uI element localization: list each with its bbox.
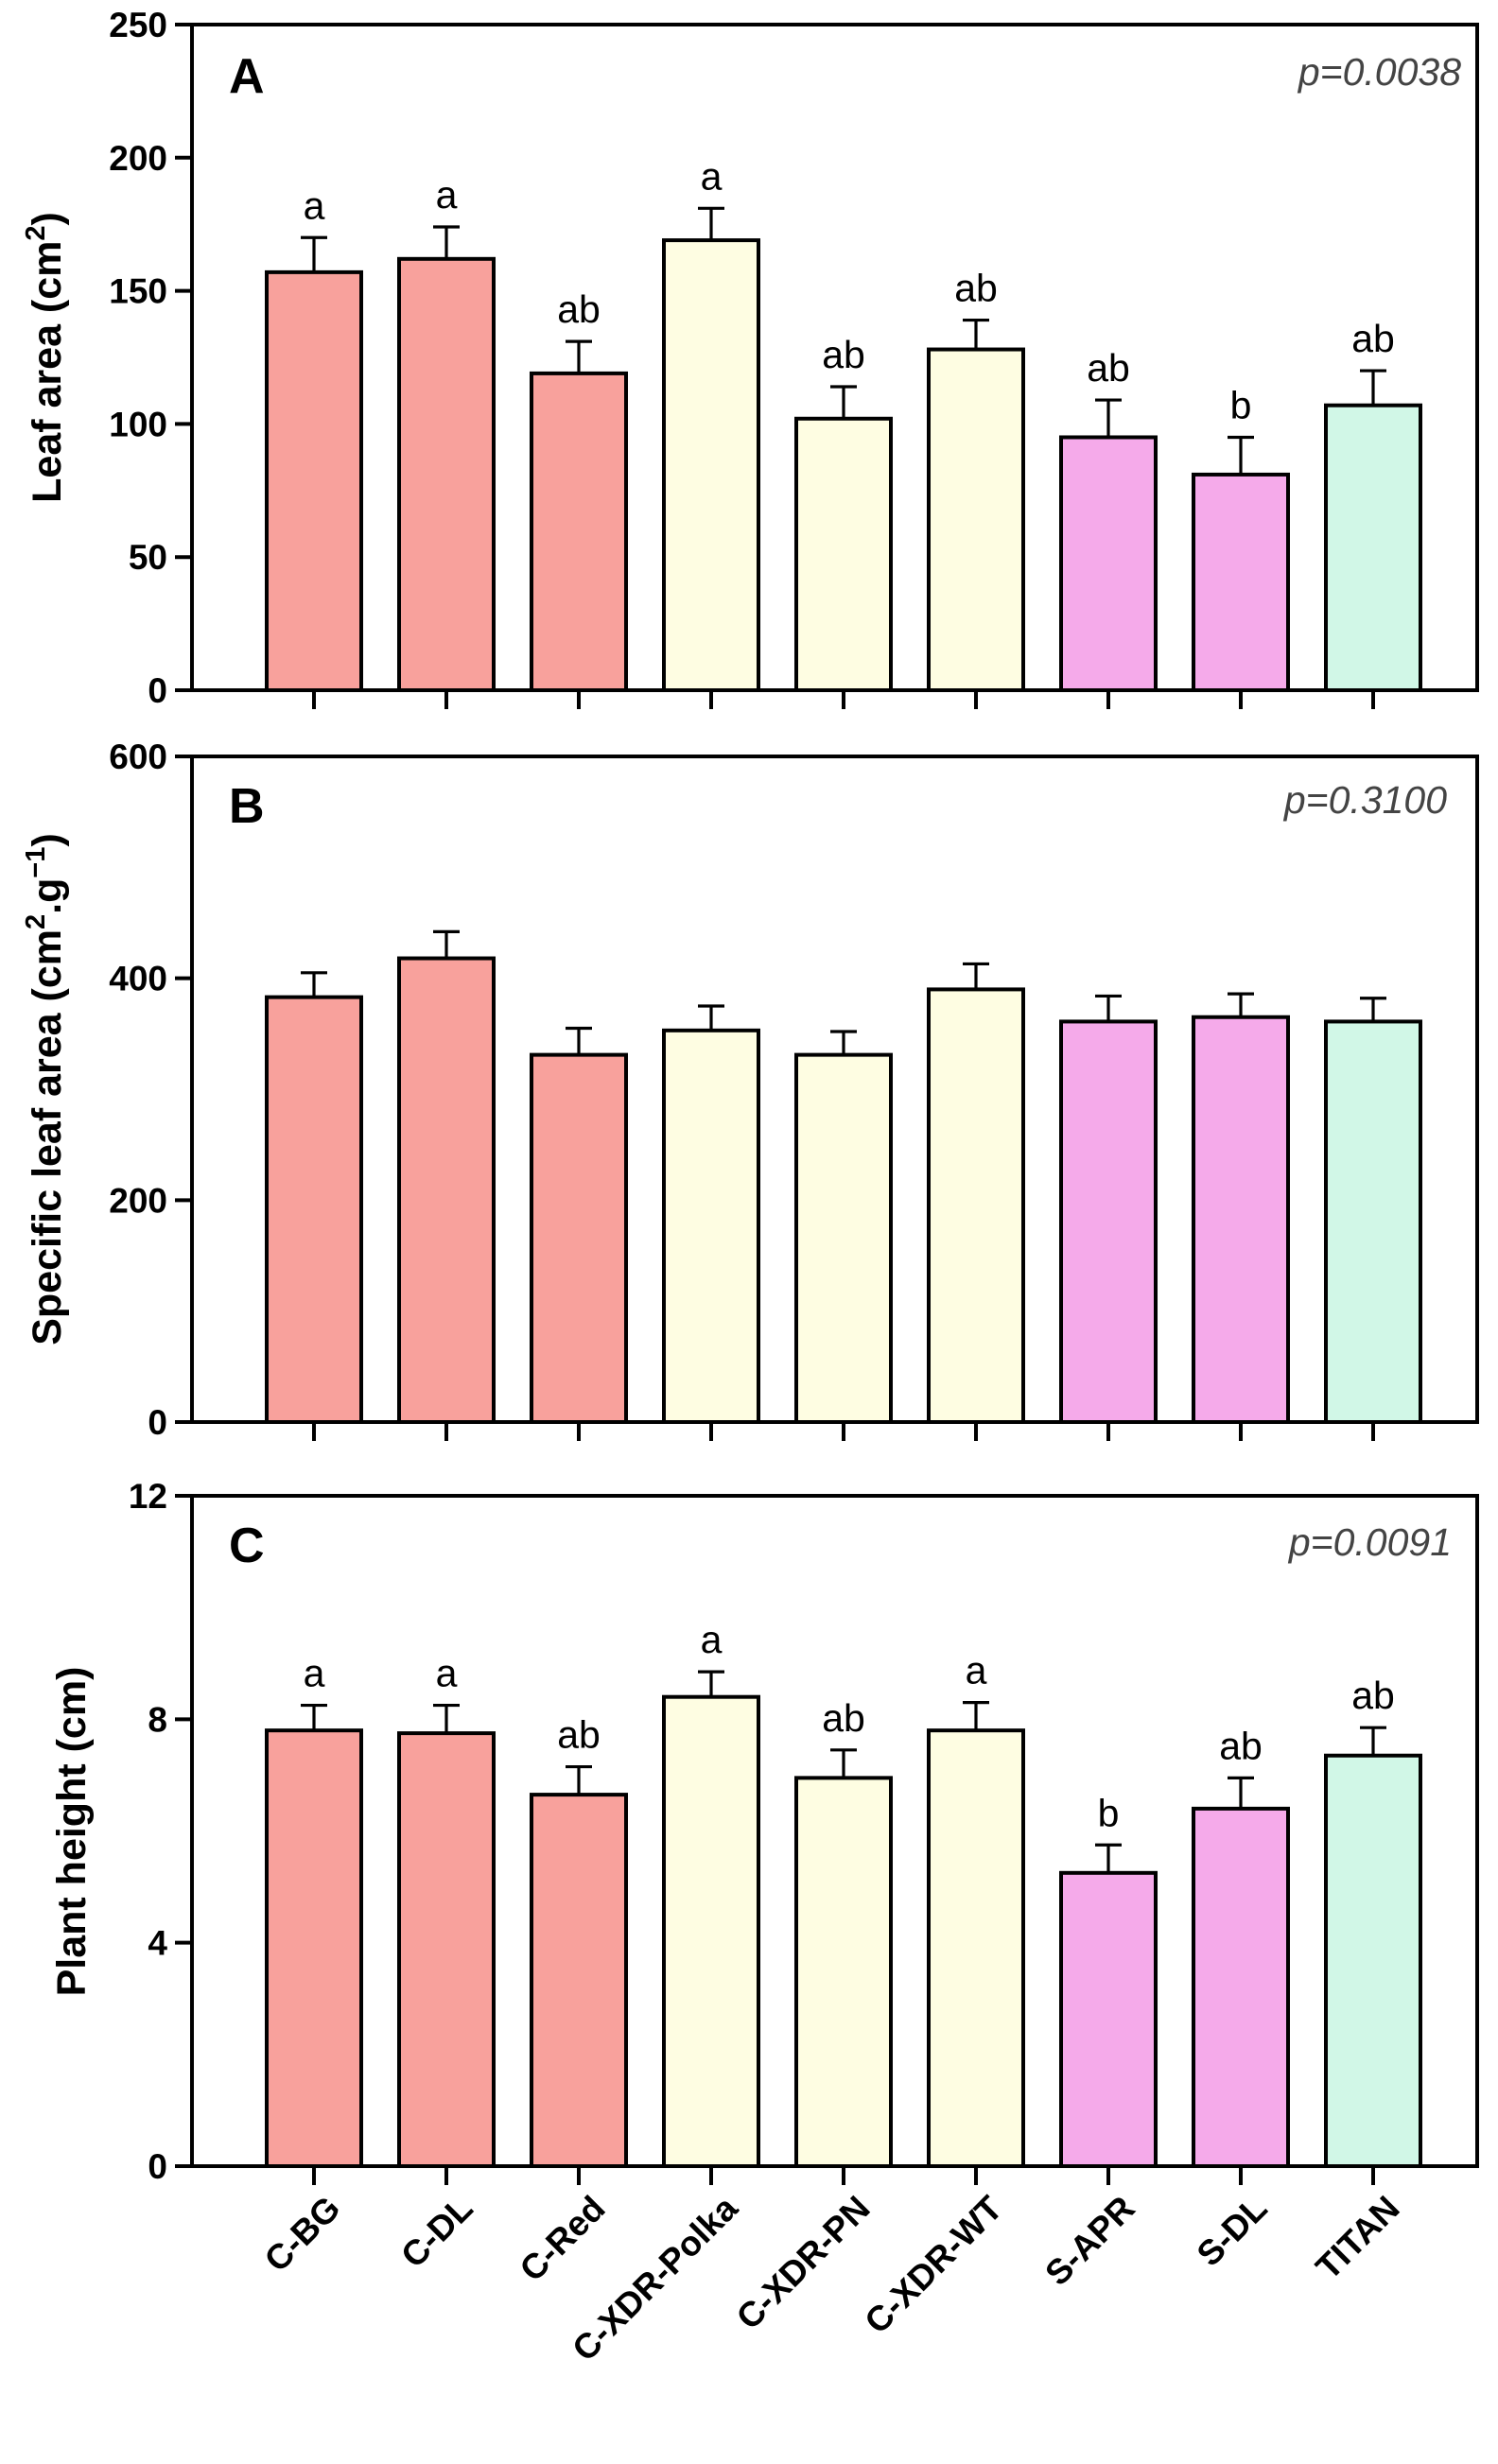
panel-c-significance-letter: ab [557, 1713, 601, 1757]
panel-b-y-axis-label-sup: 2 [21, 914, 51, 929]
panel-b-y-tick-label: 0 [148, 1403, 167, 1442]
panel-b-y-axis-label-sup2: −1 [21, 847, 51, 878]
panel-c-y-tick-label: 4 [148, 1924, 167, 1963]
panel-c-significance-letter: b [1098, 1791, 1120, 1834]
panel-b-bar-c-red [530, 1052, 628, 1425]
panel-c-significance-letter: a [966, 1649, 987, 1692]
panel-c-letter: C [229, 1518, 265, 1573]
panel-a-bar-c-xdr-wt [927, 347, 1025, 692]
panel-b-y-ticks: 0 200 400 600 [109, 737, 192, 1442]
panel-b-bar-titan [1324, 1019, 1422, 1424]
panel-a-y-axis-label: Leaf area (cm2) [21, 212, 70, 503]
panel-c-y-axis-label: Plant height (cm) [49, 1667, 95, 1997]
panel-a-y-axis-label-sup: 2 [21, 225, 51, 240]
x-axis-category-labels: C-BG C-DL C-RedC-XDR-PolkaC-XDR-PNC-XDR-WT… [257, 2188, 1407, 2369]
panel-a-significance-letter: ab [822, 333, 865, 376]
panel-c-bar-c-dl [397, 1731, 496, 2168]
x-axis-label-titan: TITAN [1309, 2189, 1407, 2287]
x-axis-label-c-bg: C-BG [257, 2189, 348, 2280]
panel-b-bar-c-xdr-wt [927, 987, 1025, 1425]
panel-a-bar-c-bg [265, 269, 363, 692]
panel-a: A p=0.0038 Leaf area (cm2) 0 50 100 150 200 2… [21, 6, 1479, 710]
panel-a-y-axis-label-main: Leaf area (cm [25, 241, 70, 503]
panel-a-significance-letter: a [701, 154, 723, 198]
panel-c-y-ticks: 0 4 8 12 [129, 1477, 192, 2186]
panel-c-bar-c-bg [265, 1728, 363, 2169]
panel-a-y-tick-label: 150 [109, 272, 167, 311]
panel-b-y-tick-label: 200 [109, 1181, 167, 1220]
panel-a-significance-letter: ab [954, 267, 998, 310]
panel-c-p-value: p=0.0091 [1287, 1520, 1452, 1564]
panel-a-y-tick-label: 0 [148, 671, 167, 710]
panel-a-y-axis-label-end: ) [25, 212, 70, 225]
panel-c-y-tick-label: 8 [148, 1700, 167, 1739]
panel-c-significance-letter: a [436, 1652, 458, 1695]
panel-c-bar-c-xdr-polka [662, 1694, 760, 2168]
panel-c-bar-s-dl [1192, 1806, 1290, 2169]
panel-a-letter: A [229, 49, 265, 104]
panel-a-significance-letter: ab [557, 287, 601, 331]
panel-a-y-tick-label: 100 [109, 405, 167, 443]
panel-b: B p=0.3100 Specific leaf area (cm2.g−1) … [21, 737, 1479, 1442]
panel-c-bar-titan [1324, 1753, 1422, 2169]
panel-a-y-ticks: 0 50 100 150 200 250 [109, 6, 192, 710]
panel-b-bar-c-xdr-polka [662, 1028, 760, 1425]
panel-c-bar-c-xdr-pn [794, 1776, 893, 2169]
panel-b-bar-s-dl [1192, 1015, 1290, 1424]
panel-c-significance-letter: ab [1351, 1674, 1395, 1717]
panel-a-bar-c-dl [397, 256, 496, 692]
panel-c-bar-c-red [530, 1793, 628, 2168]
panel-b-y-axis-label-main: Specific leaf area (cm [25, 929, 70, 1345]
panel-b-bar-s-apr [1059, 1019, 1158, 1424]
panel-a-y-tick-label: 50 [129, 538, 167, 577]
panel-a-bar-s-apr [1059, 435, 1158, 692]
panel-b-y-axis-label-mid: .g [25, 878, 70, 914]
x-axis-label-c-xdr-wt: C-XDR-WT [857, 2188, 1010, 2341]
panel-a-y-tick-label: 200 [109, 139, 167, 178]
panel-a-bar-c-xdr-pn [794, 416, 893, 692]
panel-b-y-axis-label-end: ) [25, 833, 70, 846]
x-axis-label-s-dl: S-DL [1190, 2189, 1275, 2274]
panel-a-significance-letter: a [436, 173, 458, 217]
panel-a-significance-letter: b [1230, 383, 1252, 426]
x-axis-label-c-red: C-Red [513, 2189, 613, 2289]
panel-b-p-value: p=0.3100 [1282, 778, 1447, 822]
panel-c-y-tick-label: 12 [129, 1477, 167, 1516]
panel-c-significance-letter: a [304, 1652, 325, 1695]
panel-a-bar-titan [1324, 403, 1422, 692]
panel-b-letter: B [229, 779, 265, 834]
panel-a-significance-letter: ab [1351, 317, 1395, 360]
panel-a-significance-letter: a [304, 183, 325, 227]
panel-a-bar-c-xdr-polka [662, 238, 760, 692]
panel-b-bar-c-bg [265, 995, 363, 1424]
panel-a-bar-c-red [530, 371, 628, 692]
panel-b-y-tick-label: 400 [109, 960, 167, 998]
panel-c-bar-c-xdr-wt [927, 1728, 1025, 2169]
panel-b-bars [265, 929, 1422, 1441]
panel-b-bar-c-dl [397, 956, 496, 1425]
panel-a-p-value: p=0.0038 [1297, 50, 1461, 94]
panel-c-y-tick-label: 0 [148, 2147, 167, 2186]
panel-c-significance-letter: ab [822, 1696, 865, 1740]
panel-a-bars: a a ab a ab ab ab b ab [265, 154, 1422, 709]
panel-b-bar-c-xdr-pn [794, 1052, 893, 1425]
panel-a-significance-letter: ab [1087, 346, 1130, 390]
panel-a-y-tick-label: 250 [109, 6, 167, 44]
panel-b-y-tick-label: 600 [109, 737, 167, 776]
panel-a-bar-s-dl [1192, 472, 1290, 692]
panel-c-bar-s-apr [1059, 1870, 1158, 2168]
panel-b-y-axis-label: Specific leaf area (cm2.g−1) [21, 833, 70, 1345]
x-axis-label-c-dl: C-DL [393, 2189, 479, 2275]
panel-c-significance-letter: ab [1219, 1724, 1263, 1767]
x-axis-label-c-xdr-pn: C-XDR-PN [729, 2189, 878, 2337]
panel-c-significance-letter: a [701, 1618, 723, 1661]
x-axis-label-s-apr: S-APR [1037, 2189, 1141, 2293]
